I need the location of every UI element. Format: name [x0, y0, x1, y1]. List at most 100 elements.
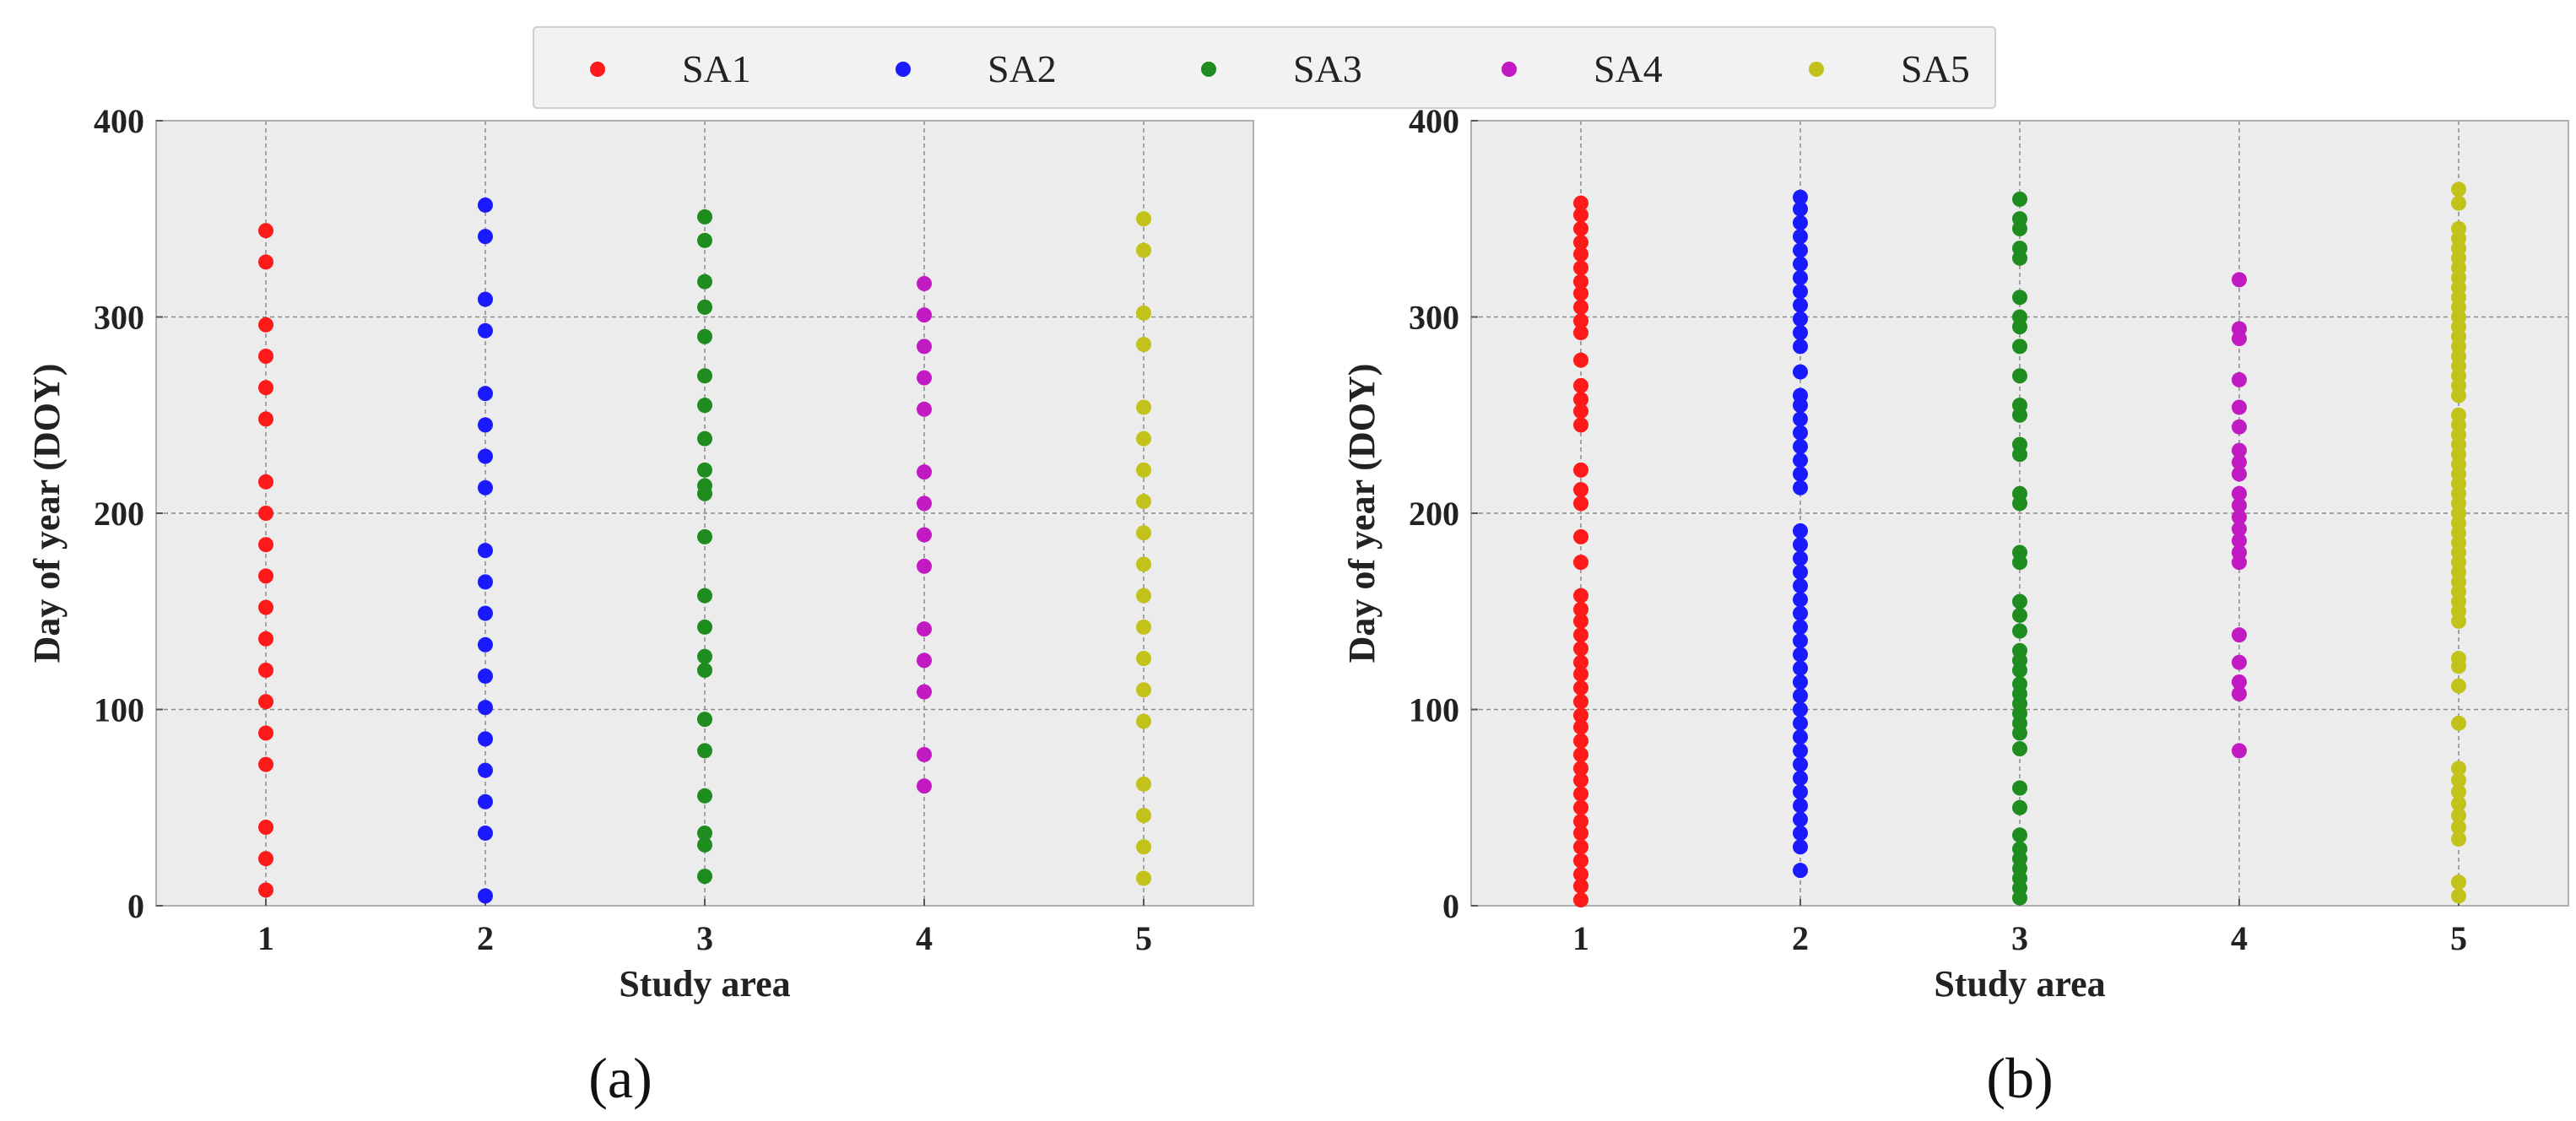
- panel-b-point-sa4-17: [2232, 371, 2247, 387]
- legend-marker-sa5: [1809, 62, 1824, 77]
- panel-b-point-sa3-33: [2012, 309, 2027, 325]
- panel-b-point-sa2-5: [1793, 784, 1808, 800]
- panel-b-point-sa5-8: [2451, 761, 2466, 777]
- panel-a-point-sa5-2: [1136, 808, 1151, 824]
- panel-b-point-sa4-1: [2232, 685, 2247, 701]
- panel-a-point-sa3-12: [697, 478, 712, 494]
- panel-a-point-sa4-2: [917, 684, 932, 700]
- panel-b-point-sa3-15: [2012, 676, 2027, 692]
- panel-b-point-sa5-12: [2451, 651, 2466, 667]
- panel-b-point-sa2-21: [1793, 564, 1808, 580]
- panel-a-xtick-label-3: 3: [696, 919, 713, 957]
- panel-a-point-sa2-15: [478, 322, 493, 338]
- panel-b-xtick-label-1: 1: [1572, 919, 1589, 957]
- panel-a-ticks: 1 2 3 4 5 0 100 200 300 400: [94, 102, 1152, 957]
- panel-b-point-sa4-14: [2232, 442, 2247, 458]
- panel-a-point-sa4-4: [917, 621, 932, 637]
- panel-b-point-sa3-23: [2012, 544, 2027, 560]
- panel-a-point-sa5-18: [1136, 211, 1151, 227]
- panel-a-point-sa5-8: [1136, 588, 1151, 604]
- panel-b-point-sa2-28: [1793, 438, 1808, 454]
- panel-b-point-sa4-12: [2232, 466, 2247, 482]
- panel-a-point-sa2-17: [478, 229, 493, 245]
- panel-b-point-sa1-29: [1573, 417, 1588, 433]
- panel-b-x-axis-label: Study area: [1934, 963, 2105, 1005]
- panel-a-point-sa3-8: [697, 619, 712, 635]
- panel-b-point-sa4-19: [2232, 321, 2247, 337]
- panel-b-point-sa5-34: [2451, 407, 2466, 423]
- panel-a-point-sa4-6: [917, 527, 932, 543]
- panel-a-point-sa3-2: [697, 825, 712, 841]
- panel-a-point-sa4-9: [917, 401, 932, 417]
- panel-a-point-sa4-3: [917, 653, 932, 669]
- panel-b-point-sa2-36: [1793, 311, 1808, 327]
- panel-a-point-sa3-5: [697, 712, 712, 728]
- panel-a-point-sa5-15: [1136, 337, 1151, 353]
- panel-b-point-sa2-33: [1793, 364, 1808, 380]
- panel-b-point-sa2-18: [1793, 605, 1808, 621]
- panel-b-point-sa1-6: [1573, 814, 1588, 830]
- panel-b-point-sa5-6: [2451, 784, 2466, 800]
- panel-a-point-sa3-10: [697, 528, 712, 544]
- panel-b-point-sa2-4: [1793, 798, 1808, 814]
- panel-a-point-sa4-13: [917, 275, 932, 291]
- panel-b-point-sa4-8: [2232, 521, 2247, 537]
- panel-b-xtick-label-4: 4: [2231, 919, 2248, 957]
- panel-b-point-sa5-5: [2451, 796, 2466, 812]
- panel-a-point-sa2-9: [478, 574, 493, 590]
- panel-b-point-sa1-35: [1573, 313, 1588, 329]
- panel-b-point-sa1-14: [1573, 707, 1588, 723]
- legend-label-sa4: SA4: [1594, 47, 1663, 90]
- panel-b-point-sa5-4: [2451, 808, 2466, 824]
- panel-a-point-sa4-1: [917, 746, 932, 762]
- panel-b-xtick-label-5: 5: [2450, 919, 2467, 957]
- panel-b-point-sa3-5: [2012, 841, 2027, 857]
- legend-label-sa3: SA3: [1293, 47, 1362, 90]
- panel-a-point-sa2-5: [478, 700, 493, 716]
- panel-b-point-sa4-7: [2232, 533, 2247, 549]
- panel-b-point-sa3-31: [2012, 338, 2027, 355]
- panel-b-point-sa4-4: [2232, 627, 2247, 643]
- panel-a-point-sa2-10: [478, 543, 493, 559]
- panel-a-point-sa3-17: [697, 328, 712, 344]
- panel-b-point-sa5-7: [2451, 772, 2466, 788]
- panel-b-point-sa1-18: [1573, 654, 1588, 670]
- panel-a-point-sa5-4: [1136, 713, 1151, 729]
- panel-a-point-sa3-20: [697, 232, 712, 248]
- panel-b-point-sa1-22: [1573, 601, 1588, 617]
- panel-a-point-sa2-6: [478, 668, 493, 684]
- panel-a-label: (a): [588, 1046, 652, 1110]
- panel-b-point-sa1-13: [1573, 719, 1588, 735]
- panel-a-point-sa2-1: [478, 825, 493, 841]
- panel-b-point-sa4-20: [2232, 272, 2247, 288]
- panel-a-ytick-label-400: 400: [94, 102, 144, 140]
- panel-b-point-sa2-12: [1793, 688, 1808, 704]
- panel-a-point-sa5-17: [1136, 242, 1151, 258]
- panel-a-point-sa5-6: [1136, 651, 1151, 667]
- panel-b-point-sa2-40: [1793, 256, 1808, 272]
- legend-marker-sa4: [1502, 62, 1517, 77]
- panel-a: 1 2 3 4 5 0 100 200 300 400 Study area Day of yea…: [26, 102, 1254, 1110]
- panel-b-point-sa4-0: [2232, 743, 2247, 759]
- legend-label-sa2: SA2: [988, 47, 1057, 90]
- panel-a-point-sa2-14: [478, 386, 493, 402]
- panel-a-point-sa1-18: [258, 223, 273, 239]
- panel-a-point-sa4-0: [917, 778, 932, 794]
- panel-a-point-sa1-3: [258, 756, 273, 772]
- panel-b-point-sa1-42: [1573, 220, 1588, 236]
- panel-b-point-sa2-41: [1793, 242, 1808, 258]
- panel-a-point-sa1-4: [258, 725, 273, 741]
- panel-a-point-sa4-10: [917, 370, 932, 386]
- panel-a-point-sa4-8: [917, 464, 932, 480]
- panel-b-point-sa2-17: [1793, 619, 1808, 635]
- panel-a-point-sa4-7: [917, 496, 932, 512]
- panel-b-point-sa1-0: [1573, 892, 1588, 908]
- panel-b-xtick-label-2: 2: [1792, 919, 1809, 957]
- panel-b-point-sa2-44: [1793, 201, 1808, 217]
- panel-a-ytick-label-200: 200: [94, 495, 144, 533]
- panel-a-xtick-label-4: 4: [916, 919, 933, 957]
- panel-b-point-sa1-3: [1573, 853, 1588, 869]
- panel-a-point-sa3-21: [697, 208, 712, 225]
- panel-b-point-sa1-33: [1573, 352, 1588, 368]
- panel-b-point-sa2-22: [1793, 550, 1808, 566]
